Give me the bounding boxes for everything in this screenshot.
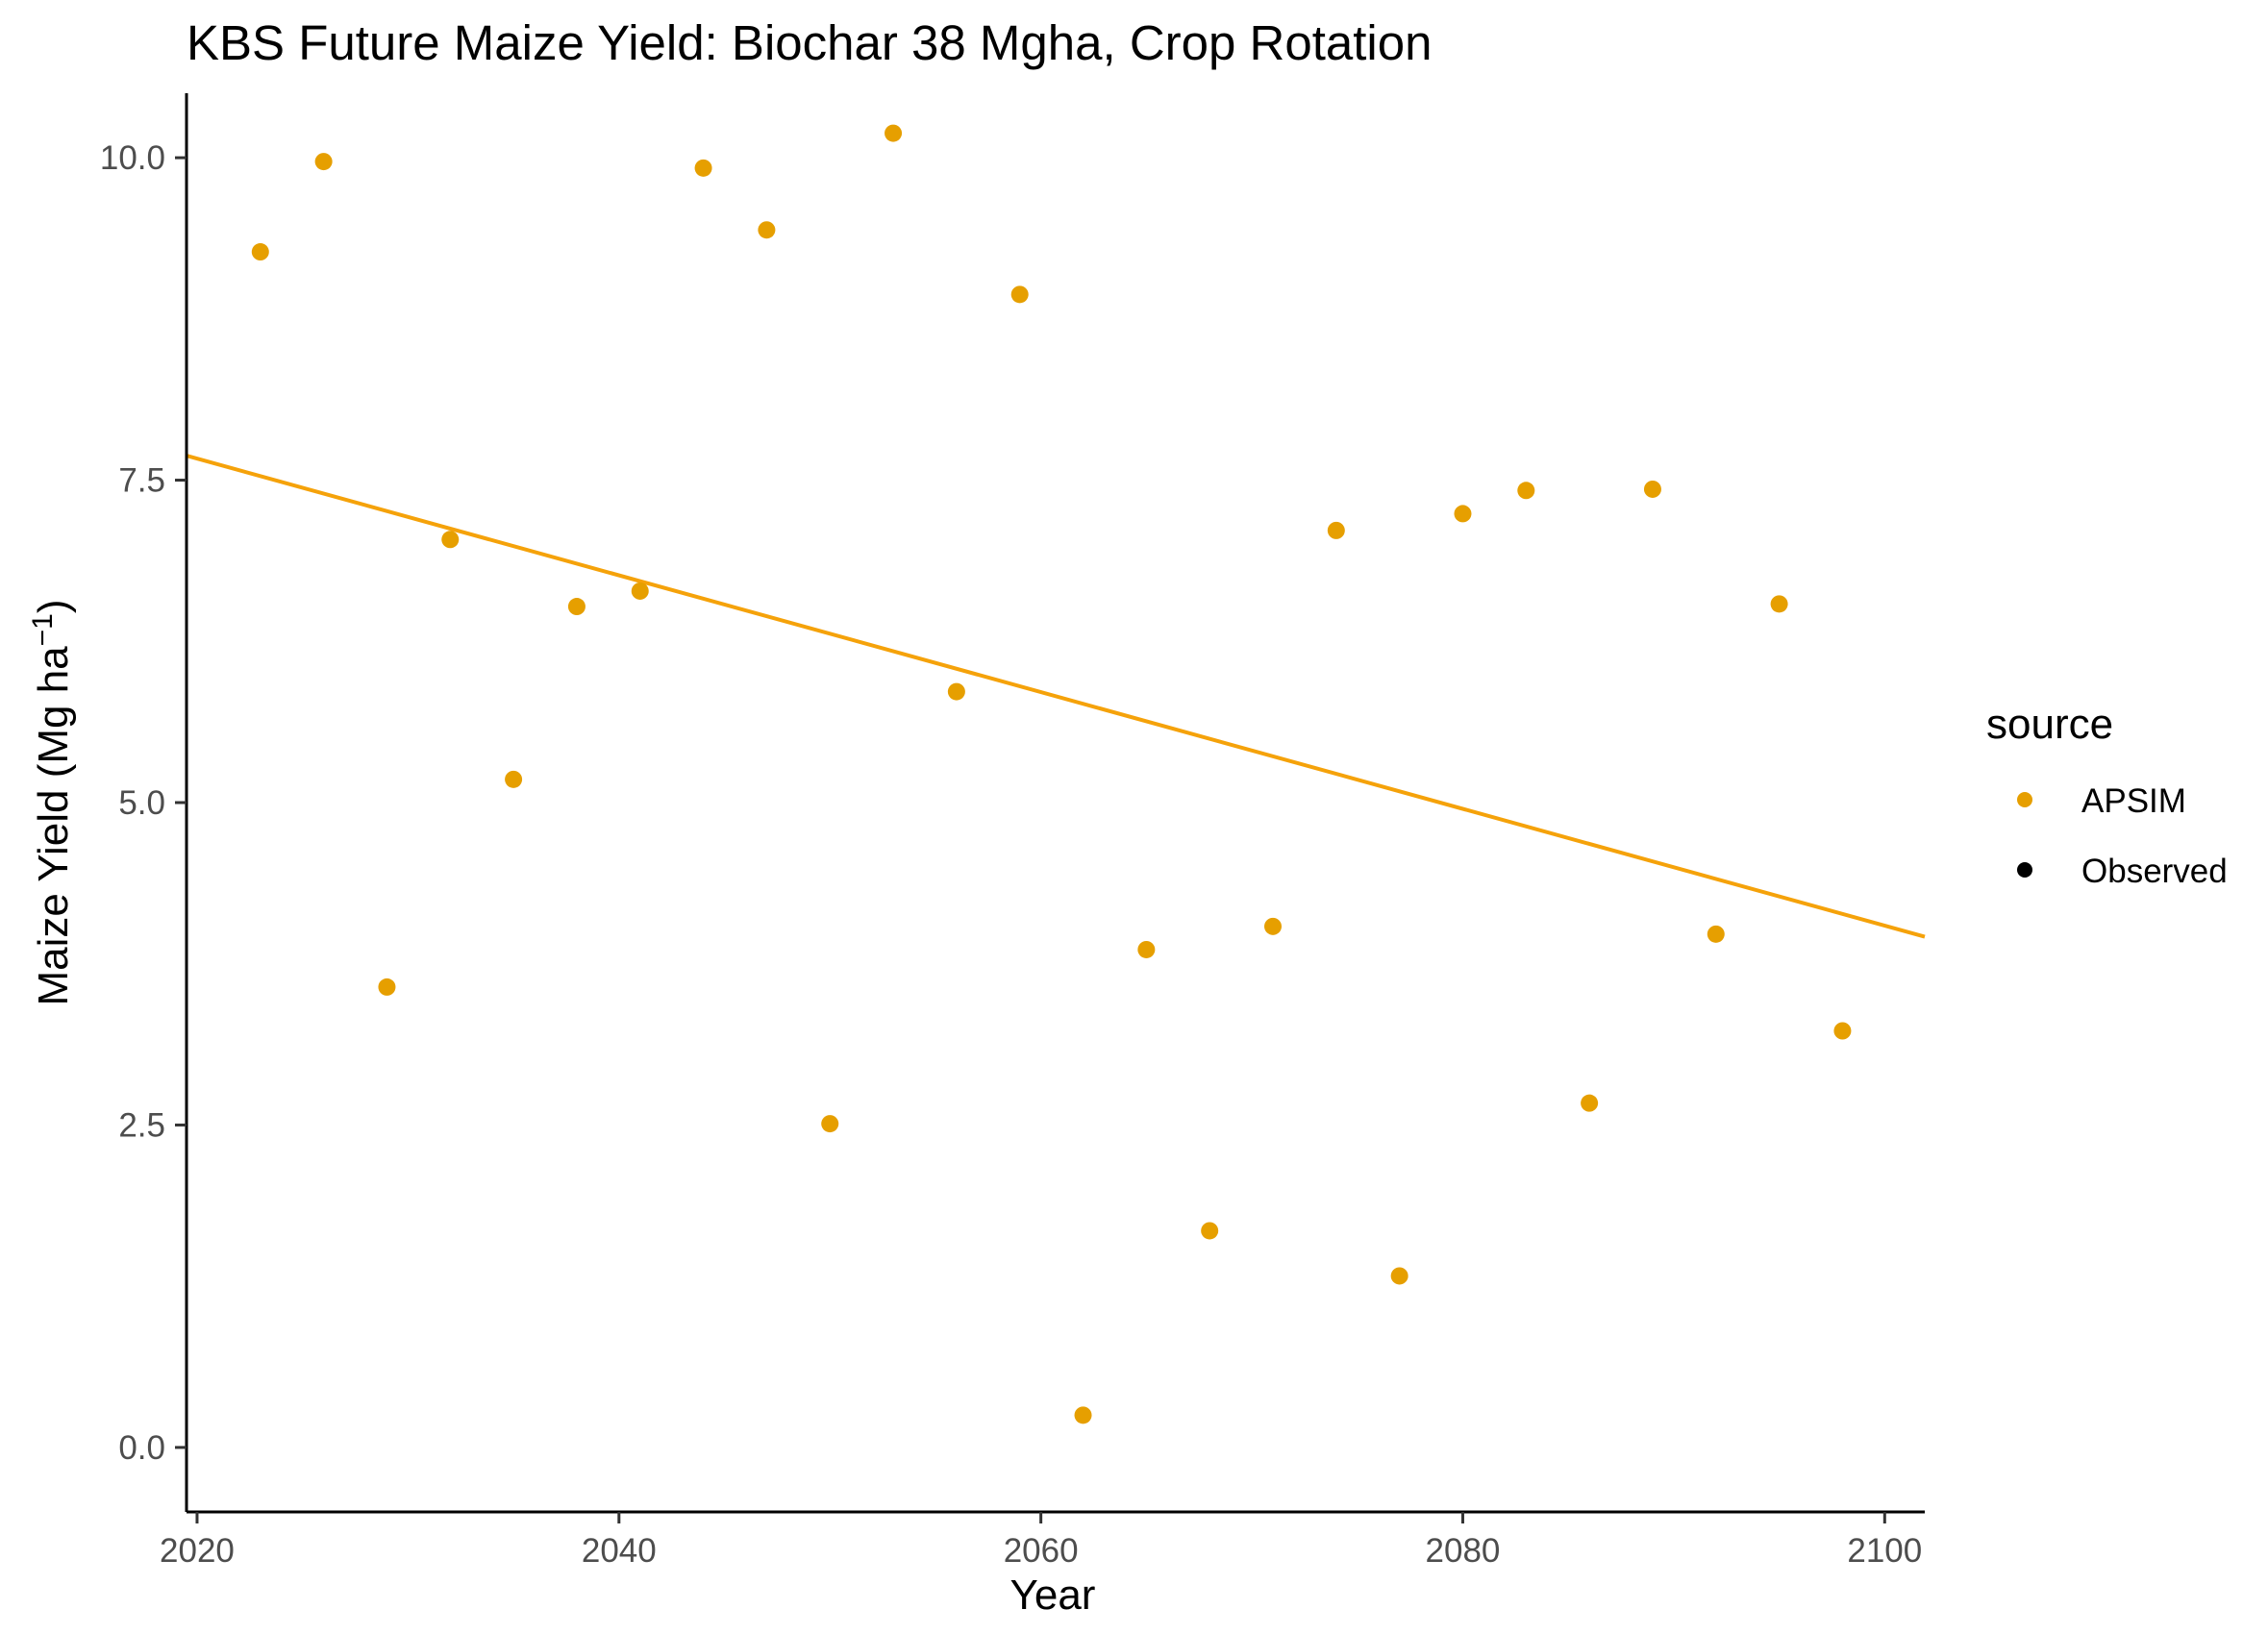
data-point-apsim xyxy=(1137,940,1156,958)
data-point-apsim xyxy=(1327,521,1345,539)
data-point-apsim xyxy=(1517,482,1535,500)
x-axis-ticks: 2020 2040 2060 2080 2100 xyxy=(160,1512,1922,1570)
data-point-apsim xyxy=(1010,285,1029,304)
y-tick-label: 7.5 xyxy=(118,462,165,500)
legend-label-observed: Observed xyxy=(2081,853,2228,890)
legend-title: source xyxy=(1986,701,2113,748)
data-points xyxy=(251,124,1852,1424)
legend: source APSIM Observed xyxy=(1986,701,2228,890)
data-point-apsim xyxy=(1833,1022,1852,1040)
data-point-apsim xyxy=(1074,1406,1092,1424)
data-point-apsim xyxy=(314,153,333,171)
data-point-apsim xyxy=(1201,1222,1219,1240)
y-tick-label: 5.0 xyxy=(118,784,165,822)
y-axis-title-main: Maize Yield (Mg ha xyxy=(30,646,77,1006)
data-point-apsim xyxy=(821,1115,839,1133)
y-axis-title-superscript: −1 xyxy=(27,613,59,646)
data-point-apsim xyxy=(441,531,460,549)
y-axis-ticks: 0.0 2.5 5.0 7.5 10.0 xyxy=(100,139,187,1467)
data-point-apsim xyxy=(885,124,903,142)
y-tick-label: 0.0 xyxy=(118,1429,165,1467)
plot-area xyxy=(186,124,1926,1424)
trend-line-group xyxy=(186,454,1926,939)
x-tick-label: 2060 xyxy=(1004,1532,1079,1570)
data-point-apsim xyxy=(694,159,712,177)
data-point-apsim xyxy=(505,770,523,788)
x-tick-label: 2080 xyxy=(1426,1532,1501,1570)
legend-label-apsim: APSIM xyxy=(2081,782,2186,820)
x-tick-label: 2100 xyxy=(1847,1532,1922,1570)
data-point-apsim xyxy=(1390,1267,1408,1285)
x-axis-title: Year xyxy=(1010,1572,1096,1619)
chart-title: KBS Future Maize Yield: Biochar 38 Mgha,… xyxy=(187,15,1433,70)
y-tick-label: 2.5 xyxy=(118,1106,165,1144)
data-point-apsim xyxy=(1264,917,1282,935)
data-point-apsim xyxy=(378,978,396,996)
data-point-apsim xyxy=(1770,595,1788,613)
data-point-apsim xyxy=(1454,505,1472,523)
legend-key-apsim xyxy=(2017,792,2032,807)
y-axis-title: Maize Yield (Mg ha−1) xyxy=(27,599,77,1005)
data-point-apsim xyxy=(1643,480,1661,498)
data-point-apsim xyxy=(251,243,269,261)
data-point-apsim xyxy=(631,582,649,600)
legend-key-observed xyxy=(2017,862,2032,878)
y-tick-label: 10.0 xyxy=(100,139,165,177)
data-point-apsim xyxy=(947,682,965,701)
data-point-apsim xyxy=(1581,1094,1599,1112)
x-tick-label: 2020 xyxy=(160,1532,235,1570)
x-tick-label: 2040 xyxy=(582,1532,657,1570)
y-axis-title-close: ) xyxy=(30,599,77,613)
data-point-apsim xyxy=(758,221,776,239)
data-point-apsim xyxy=(567,598,586,616)
data-point-apsim xyxy=(1707,925,1725,943)
trend-line xyxy=(186,454,1926,939)
